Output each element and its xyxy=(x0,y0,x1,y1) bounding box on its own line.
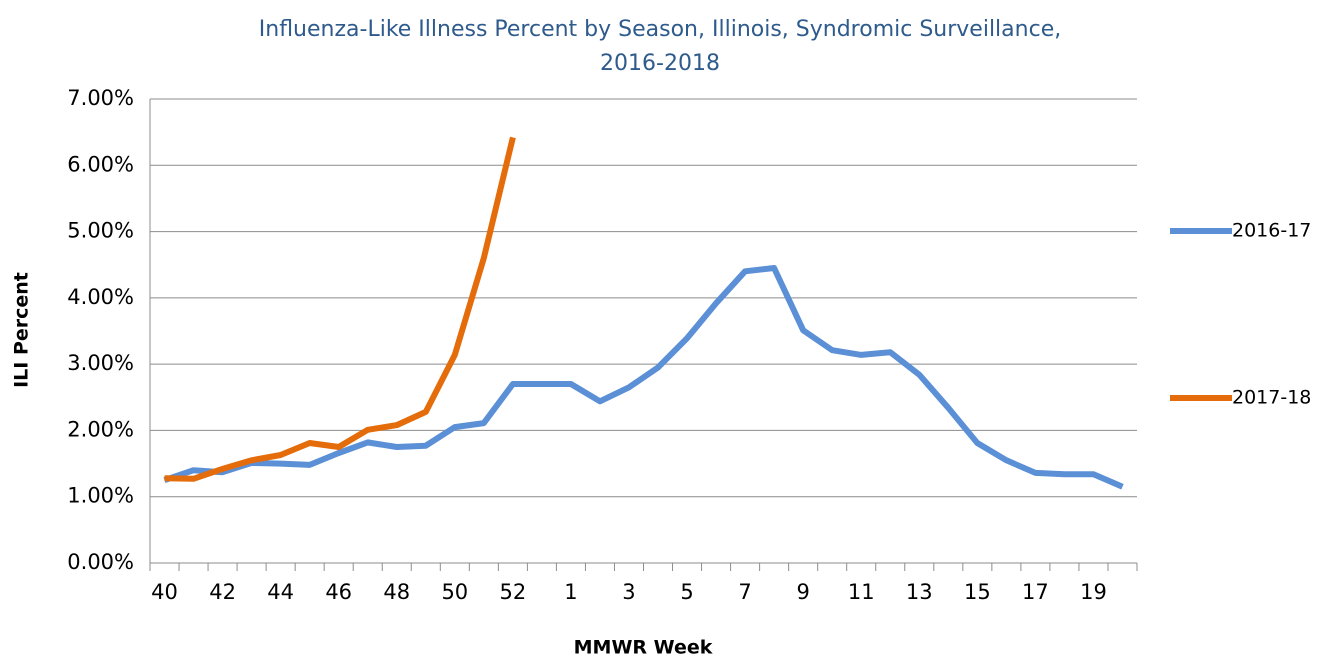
x-tick-label: 15 xyxy=(964,580,991,604)
y-tick-label: 3.00% xyxy=(67,351,134,375)
y-tick-label: 7.00% xyxy=(67,86,134,110)
x-tick-label: 42 xyxy=(209,580,236,604)
x-tick-label: 3 xyxy=(622,580,635,604)
x-tick-label: 40 xyxy=(151,580,178,604)
y-tick-label: 4.00% xyxy=(67,285,134,309)
series-line xyxy=(163,265,1124,490)
x-tick-label: 44 xyxy=(267,580,294,604)
y-tick-label: 2.00% xyxy=(67,417,134,441)
x-tick-label: 9 xyxy=(796,580,809,604)
y-tick-label: 1.00% xyxy=(67,484,134,508)
legend-label: 2017-18 xyxy=(1232,387,1311,409)
x-tick-label: 17 xyxy=(1022,580,1049,604)
x-tick-label: 1 xyxy=(564,580,577,604)
x-tick-label: 11 xyxy=(848,580,875,604)
x-axis-title: MMWR Week xyxy=(574,637,713,659)
y-tick-label: 0.00% xyxy=(67,550,134,574)
y-tick-label: 6.00% xyxy=(67,152,134,176)
x-tick-label: 19 xyxy=(1080,580,1107,604)
series-line xyxy=(164,136,516,482)
x-tick-label: 7 xyxy=(738,580,751,604)
x-tick-label: 50 xyxy=(441,580,468,604)
y-tick-label: 5.00% xyxy=(67,219,134,243)
chart-title: Influenza-Like Illness Percent by Season… xyxy=(259,17,1061,76)
x-tick-label: 46 xyxy=(325,580,352,604)
x-tick-label: 5 xyxy=(680,580,693,604)
y-axis-title: ILI Percent xyxy=(11,272,33,388)
x-tick-label: 13 xyxy=(906,580,933,604)
x-tick-label: 48 xyxy=(383,580,410,604)
x-tick-label: 52 xyxy=(500,580,527,604)
legend-label: 2016-17 xyxy=(1232,220,1311,242)
